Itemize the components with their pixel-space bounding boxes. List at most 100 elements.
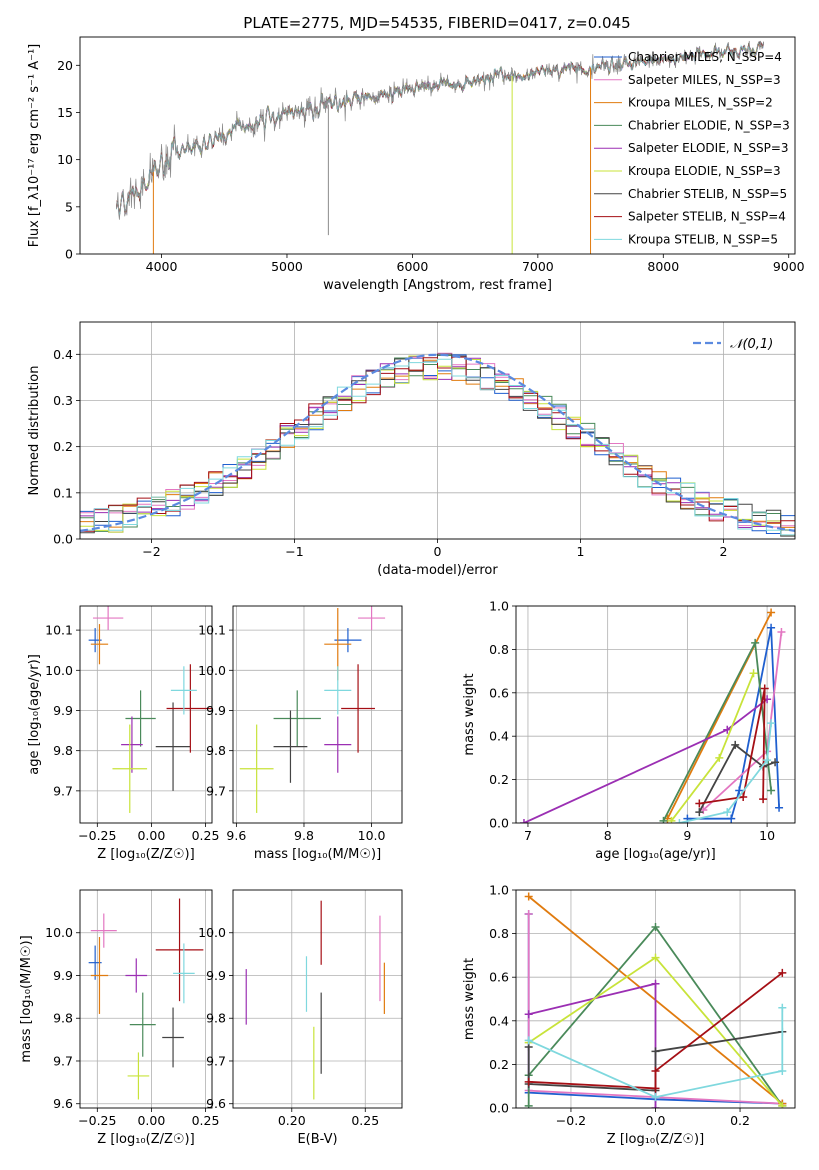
x-tick-label: 0.20 (278, 1113, 306, 1128)
y-axis-label: Flux [f_λ10⁻¹⁷ erg cm⁻² s⁻¹ A⁻¹] (27, 44, 42, 248)
errorbar-point (324, 716, 352, 773)
legend-label: Salpeter ELODIE, N_SSP=3 (628, 141, 789, 155)
legend-label: 𝒩(0,1) (730, 337, 773, 352)
errorbar-point (162, 1007, 184, 1068)
weight-marker (735, 786, 744, 795)
errorbar-data (88, 898, 204, 1100)
mass-vs-ebv-panel: 0.20 0.25 9.6 9.7 9.8 9.9 10.0 E(B-V) (198, 889, 403, 1147)
x-tick-label: 7 (524, 828, 532, 843)
weight-series-line (528, 972, 783, 1090)
y-tick-label: 5 (65, 199, 73, 214)
mass-vs-Z-panel: −0.25 0.00 0.25 9.6 9.7 9.8 9.9 10.0 Z [log₁₀(Z/… (19, 889, 220, 1147)
errorbar-data (88, 606, 212, 813)
errorbar-point (273, 710, 308, 783)
y-tick-label: 0.8 (489, 642, 509, 657)
errorbar-point (341, 664, 375, 753)
y-tick-label: 0.6 (489, 685, 509, 700)
weight-marker (651, 953, 660, 962)
legend-label: Salpeter MILES, N_SSP=3 (628, 73, 781, 87)
legend-label: Chabrier STELIB, N_SSP=5 (628, 187, 787, 201)
weight-marker (777, 628, 786, 637)
weight-marker (659, 816, 668, 823)
weight-series-line (528, 1007, 784, 1099)
plot-frame (79, 605, 213, 824)
errorbar-point (129, 992, 156, 1057)
plot-frame (232, 889, 403, 1109)
y-tick-label: 10 (57, 152, 73, 167)
x-tick-label: 7000 (522, 259, 554, 274)
legend-label: Salpeter STELIB, N_SSP=4 (628, 210, 786, 224)
y-tick-label: 0.2 (53, 439, 73, 454)
weight-marker (715, 753, 724, 762)
histogram-series (80, 358, 795, 536)
figure-title: PLATE=2775, MJD=54535, FIBERID=0417, z=0… (243, 14, 630, 32)
y-tick-label: 9.7 (206, 1053, 226, 1068)
y-tick-label: 10.0 (198, 925, 226, 940)
weight-marker (767, 623, 776, 632)
weight-marker (519, 819, 528, 823)
y-tick-label: 0.3 (53, 393, 73, 408)
x-tick-label: 0.25 (351, 1113, 379, 1128)
errorbar-data (239, 606, 386, 813)
normal-reference-curve (80, 353, 795, 532)
plot-frame (79, 36, 796, 255)
legend-label: Kroupa MILES, N_SSP=2 (628, 96, 773, 110)
x-tick-label: −1 (285, 544, 303, 559)
y-axis-label: mass weight (462, 958, 477, 1040)
weight-data (524, 892, 787, 1108)
y-tick-label: 0.2 (489, 772, 509, 787)
legend-label: Kroupa ELODIE, N_SSP=3 (628, 164, 781, 178)
weight-marker (759, 795, 768, 804)
y-tick-label: 0.0 (53, 532, 73, 547)
weight-marker (524, 909, 533, 918)
weight-marker (767, 719, 776, 728)
weight-marker (675, 819, 684, 823)
errorbar-point (170, 666, 197, 715)
errorbar-point (112, 724, 148, 813)
errorbar-point (173, 943, 195, 1004)
legend-label: Chabrier ELODIE, N_SSP=3 (628, 118, 790, 132)
weight-marker (524, 1036, 533, 1045)
x-tick-label: 9.8 (294, 828, 314, 843)
x-tick-label: 9000 (773, 259, 805, 274)
x-tick-label: 6000 (397, 259, 429, 274)
y-tick-label: 1.0 (489, 599, 509, 614)
weight-series-line (670, 672, 755, 822)
errorbar-point (127, 1052, 150, 1100)
y-tick-label: 9.8 (206, 1011, 226, 1026)
errorbar-point (92, 606, 124, 631)
errorbar-point (125, 690, 156, 747)
errorbar-point (121, 716, 143, 773)
weight-marker (651, 1093, 660, 1102)
x-tick-label: 10.0 (358, 828, 386, 843)
weight-marker (763, 756, 772, 765)
weight-marker (651, 1104, 660, 1108)
y-tick-label: 9.8 (53, 743, 73, 758)
weight-data (519, 608, 786, 823)
x-tick-label: −0.25 (78, 828, 116, 843)
y-tick-label: 0.0 (489, 816, 509, 831)
x-axis-label: E(B-V) (297, 1132, 337, 1147)
y-tick-label: 10.0 (45, 663, 73, 678)
x-tick-label: 0.25 (192, 1113, 220, 1128)
weight-marker (651, 1047, 660, 1056)
x-tick-label: 1 (577, 544, 585, 559)
weight-marker (524, 1010, 533, 1019)
weight-vs-Z-panel: −0.2 0.0 0.2 0.0 0.2 0.4 0.6 0.8 1.0 Z [log₁₀(Z/Z… (462, 883, 796, 1147)
x-axis-label: age [log₁₀(age/yr)] (595, 847, 716, 862)
plot-frame (232, 605, 403, 824)
y-tick-label: 0.0 (489, 1101, 509, 1116)
spectrum-panel: 4000 5000 6000 7000 8000 9000 0 5 10 15 20 waveleng… (27, 36, 805, 293)
weight-marker (524, 892, 533, 901)
x-tick-label: 0 (434, 544, 442, 559)
weight-marker (651, 923, 660, 932)
histogram-series (80, 356, 795, 532)
legend-label: Chabrier MILES, N_SSP=4 (628, 50, 782, 64)
weight-marker (775, 803, 784, 812)
y-axis-label: Normed distribution (27, 366, 42, 496)
y-tick-label: 9.6 (206, 1096, 226, 1111)
errorbar-point (155, 702, 191, 791)
y-tick-label: 0.1 (53, 485, 73, 500)
x-tick-label: 8000 (647, 259, 679, 274)
y-tick-label: 10.0 (45, 925, 73, 940)
